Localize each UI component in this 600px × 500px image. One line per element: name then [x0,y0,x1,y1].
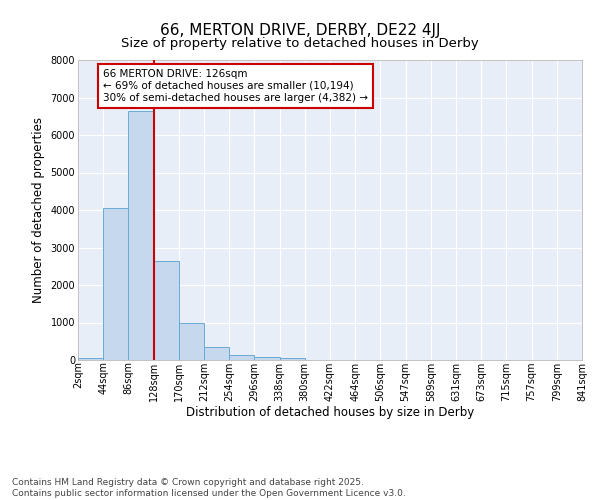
Text: Size of property relative to detached houses in Derby: Size of property relative to detached ho… [121,38,479,51]
Text: 66, MERTON DRIVE, DERBY, DE22 4JJ: 66, MERTON DRIVE, DERBY, DE22 4JJ [160,22,440,38]
Bar [204,347,229,360]
Text: 66 MERTON DRIVE: 126sqm
← 69% of detached houses are smaller (10,194)
30% of sem: 66 MERTON DRIVE: 126sqm ← 69% of detache… [103,70,368,102]
Y-axis label: Number of detached properties: Number of detached properties [32,117,45,303]
Bar [154,260,179,360]
Bar [179,322,204,360]
Bar [128,112,154,360]
Bar [229,355,254,360]
Bar [280,358,305,360]
Text: Contains HM Land Registry data © Crown copyright and database right 2025.
Contai: Contains HM Land Registry data © Crown c… [12,478,406,498]
Bar [103,208,128,360]
Bar [254,357,280,360]
X-axis label: Distribution of detached houses by size in Derby: Distribution of detached houses by size … [186,406,474,420]
Bar [78,358,103,360]
